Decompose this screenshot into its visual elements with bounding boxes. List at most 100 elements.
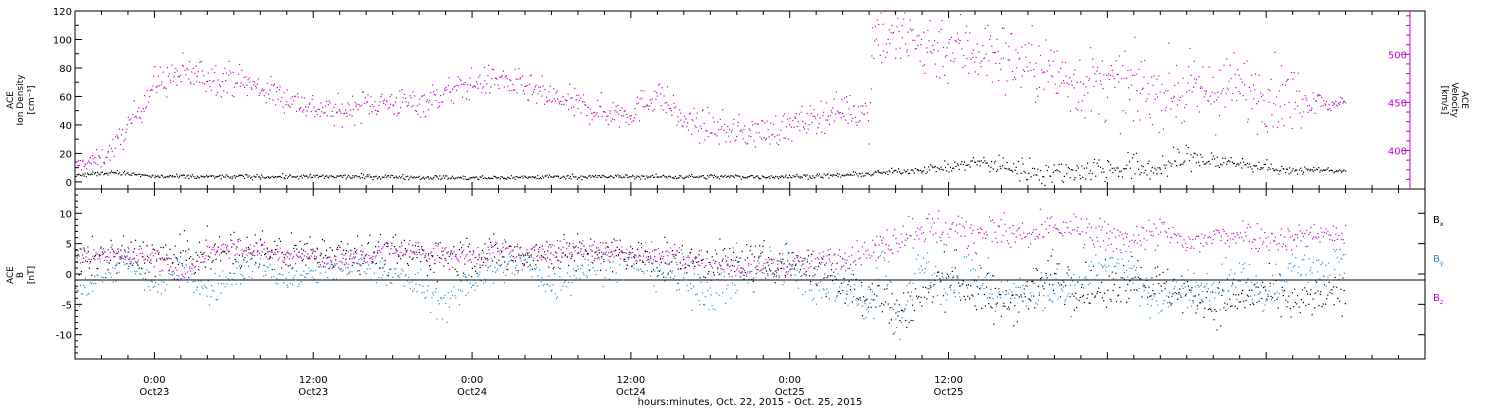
data-point-velocity (127, 116, 129, 119)
data-point-By (530, 256, 532, 258)
data-point-velocity (947, 82, 949, 84)
data-point-Bx (667, 273, 669, 275)
data-point-density (1035, 174, 1037, 176)
data-point-By (172, 273, 174, 275)
data-point-density (280, 176, 283, 179)
data-point-Bx (669, 270, 671, 272)
data-point-velocity (825, 119, 827, 121)
data-point-Bx (831, 280, 834, 282)
data-point-Bx (780, 261, 782, 263)
data-point-Bx (775, 275, 777, 277)
data-point-density (1212, 155, 1214, 157)
data-point-velocity (349, 114, 351, 116)
data-point-Bx (1274, 293, 1276, 295)
data-point-density (217, 175, 219, 177)
data-point-velocity (95, 162, 97, 164)
data-point-By (700, 281, 702, 283)
data-point-Bx (1132, 277, 1134, 279)
data-point-By (398, 274, 400, 276)
data-point-velocity (1292, 78, 1294, 80)
data-point-By (1209, 300, 1211, 302)
data-point-density (261, 174, 263, 176)
data-point-density (1210, 152, 1212, 154)
data-point-Bx (515, 260, 517, 262)
data-point-density (999, 165, 1001, 167)
data-point-velocity (283, 92, 285, 94)
data-point-Bx (861, 315, 864, 317)
data-point-density (419, 178, 421, 181)
data-point-velocity (582, 94, 584, 96)
data-point-density (553, 176, 555, 178)
data-point-density (1000, 168, 1002, 170)
data-point-Bx (201, 253, 203, 255)
data-point-By (1194, 286, 1196, 288)
data-point-Bx (1238, 301, 1240, 303)
data-point-Bx (938, 271, 940, 273)
data-point-Bx (944, 311, 946, 313)
data-point-velocity (1178, 99, 1180, 101)
data-point-density (403, 177, 405, 180)
data-point-density (788, 174, 791, 176)
data-point-By (1120, 277, 1122, 279)
data-point-velocity (969, 32, 971, 34)
data-point-density (934, 165, 936, 168)
data-point-Bx (844, 302, 846, 304)
data-point-velocity (1253, 98, 1255, 100)
data-point-By (1004, 294, 1006, 296)
data-point-Bx (83, 247, 85, 249)
data-point-density (693, 176, 695, 178)
data-point-By (97, 275, 99, 277)
data-point-density (651, 174, 654, 176)
data-point-velocity (137, 111, 139, 113)
data-point-Bx (533, 249, 536, 251)
data-point-Bx (555, 251, 557, 253)
data-point-By (523, 255, 525, 257)
data-point-density (534, 176, 536, 178)
data-point-Bx (142, 241, 144, 243)
data-point-By (186, 281, 188, 283)
data-point-Bx (605, 242, 607, 244)
data-point-density (523, 175, 525, 177)
data-point-density (917, 169, 919, 171)
data-point-Bx (610, 251, 612, 253)
data-point-velocity (196, 75, 198, 77)
data-point-density (608, 176, 611, 178)
data-point-density (1069, 177, 1071, 179)
data-point-velocity (398, 112, 400, 114)
data-point-By (374, 263, 376, 265)
data-point-By (956, 275, 958, 277)
data-point-density (460, 177, 463, 179)
data-point-density (554, 175, 556, 177)
data-point-velocity (1065, 75, 1067, 77)
data-point-Bx (544, 258, 546, 260)
data-point-By (507, 269, 509, 271)
data-point-velocity (864, 102, 866, 105)
data-point-density (238, 175, 240, 177)
data-point-Bx (823, 277, 825, 279)
data-point-velocity (262, 90, 264, 92)
data-point-density (1202, 161, 1204, 163)
data-point-velocity (513, 89, 515, 91)
data-point-velocity (254, 81, 256, 83)
data-point-velocity (163, 87, 165, 89)
data-point-density (1174, 160, 1176, 162)
data-point-Bx (1176, 293, 1178, 295)
data-point-velocity (387, 108, 389, 110)
data-point-Bx (538, 251, 540, 253)
data-point-By (920, 265, 922, 267)
data-point-Bx (222, 251, 224, 253)
data-point-By (223, 283, 225, 285)
data-point-density (428, 178, 430, 180)
data-point-density (182, 174, 184, 176)
data-point-velocity (621, 115, 623, 117)
data-point-By (1213, 282, 1215, 284)
data-point-By (124, 258, 126, 261)
data-point-By (482, 279, 484, 281)
data-point-By (695, 294, 697, 296)
data-point-density (1233, 163, 1235, 165)
data-point-velocity (982, 45, 984, 47)
data-point-By (282, 274, 284, 276)
data-point-velocity (1209, 95, 1211, 97)
data-point-Bx (1135, 289, 1138, 291)
data-point-By (527, 266, 529, 268)
